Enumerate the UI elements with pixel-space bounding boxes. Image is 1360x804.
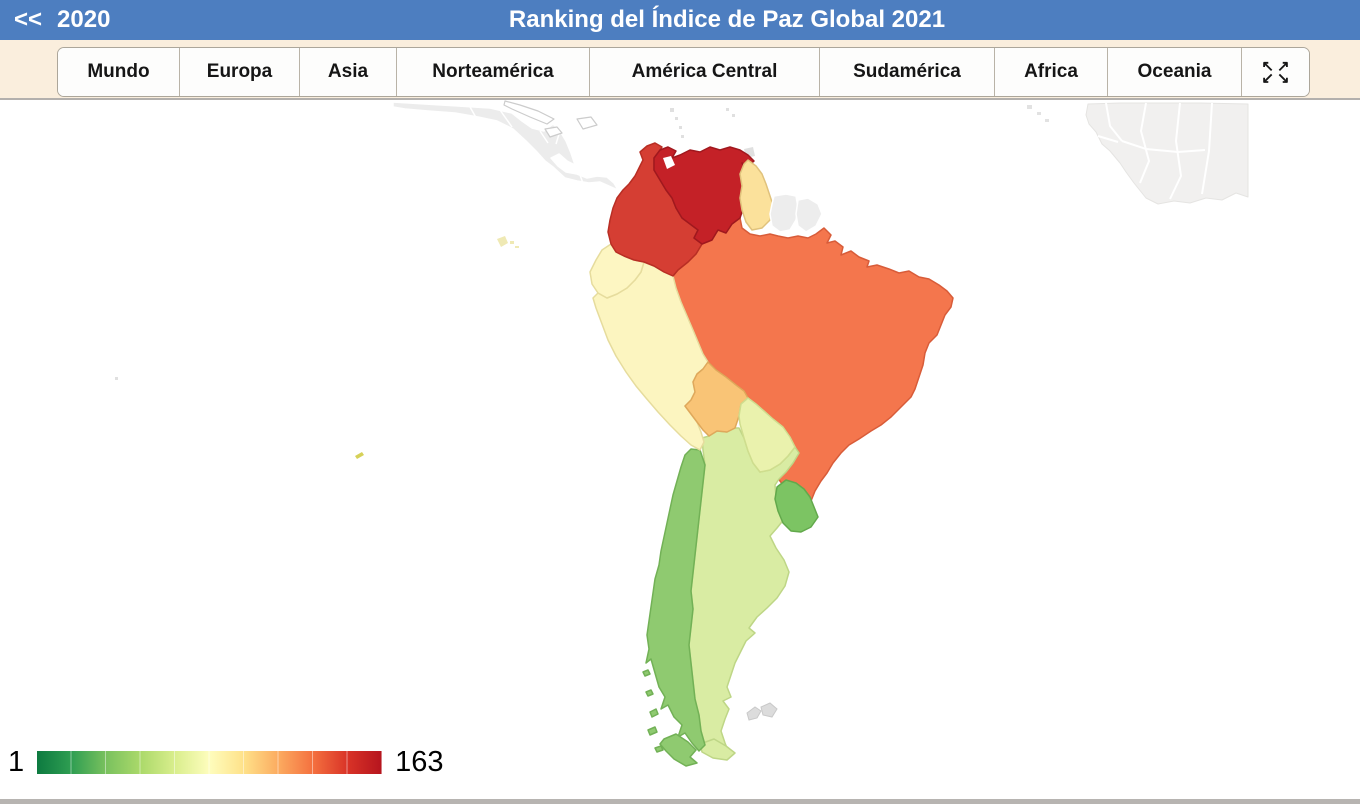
tab-asia[interactable]: Asia xyxy=(299,48,396,96)
map-region-central-america xyxy=(392,101,619,191)
page-title: Ranking del Índice de Paz Global 2021 xyxy=(508,6,946,33)
map-region-uruguay[interactable] xyxy=(774,479,819,533)
legend-gradient-bar xyxy=(37,751,383,774)
map-region-guyana[interactable] xyxy=(739,159,775,231)
legend-min-label: 1 xyxy=(8,746,25,778)
tab-europa[interactable]: Europa xyxy=(179,48,299,96)
tab-norteamerica[interactable]: Norteamérica xyxy=(396,48,589,96)
tab-oceania[interactable]: Oceania xyxy=(1107,48,1241,96)
tab-sudamerica[interactable]: Sudamérica xyxy=(819,48,994,96)
map-region-falkland-islands xyxy=(746,702,778,721)
color-legend: 1 163 xyxy=(8,746,444,779)
tab-america-central[interactable]: América Central xyxy=(589,48,819,96)
map-region-french-guiana[interactable] xyxy=(795,197,823,233)
map-region-suriname[interactable] xyxy=(769,193,799,233)
map-region-chile[interactable] xyxy=(642,448,706,767)
map-region-cape-verde xyxy=(1027,105,1049,122)
map-region-africa xyxy=(1085,102,1249,205)
tab-africa[interactable]: Africa xyxy=(994,48,1107,96)
header: << 2020 Ranking del Índice de Paz Global… xyxy=(0,0,1360,40)
fullscreen-button[interactable]: ↖↗ ↙↘ xyxy=(1241,48,1309,96)
map-region-bolivia[interactable] xyxy=(684,361,749,437)
map-region-paraguay[interactable] xyxy=(738,397,796,473)
back-arrows-icon[interactable]: << xyxy=(14,6,43,33)
prev-year-link[interactable]: << 2020 xyxy=(14,0,110,40)
map-region-chilean-islands xyxy=(355,452,364,459)
legend-max-label: 163 xyxy=(395,746,444,778)
region-tabbar: Mundo Europa Asia Norteamérica América C… xyxy=(0,40,1360,100)
map-africa-borders xyxy=(1097,102,1213,200)
map-region-caribbean-islands xyxy=(503,100,598,138)
map-region-galapagos xyxy=(497,236,519,248)
expand-arrows-icon: ↖↗ xyxy=(1261,57,1293,75)
map-lake-maracaibo xyxy=(663,156,675,169)
prev-year-label[interactable]: 2020 xyxy=(57,6,111,33)
region-tabgroup: Mundo Europa Asia Norteamérica América C… xyxy=(57,47,1310,97)
choropleth-map xyxy=(115,100,1249,767)
expand-arrows-icon: ↙↘ xyxy=(1261,69,1293,87)
bottom-scrollbar[interactable] xyxy=(0,799,1360,804)
tab-mundo[interactable]: Mundo xyxy=(58,48,179,96)
